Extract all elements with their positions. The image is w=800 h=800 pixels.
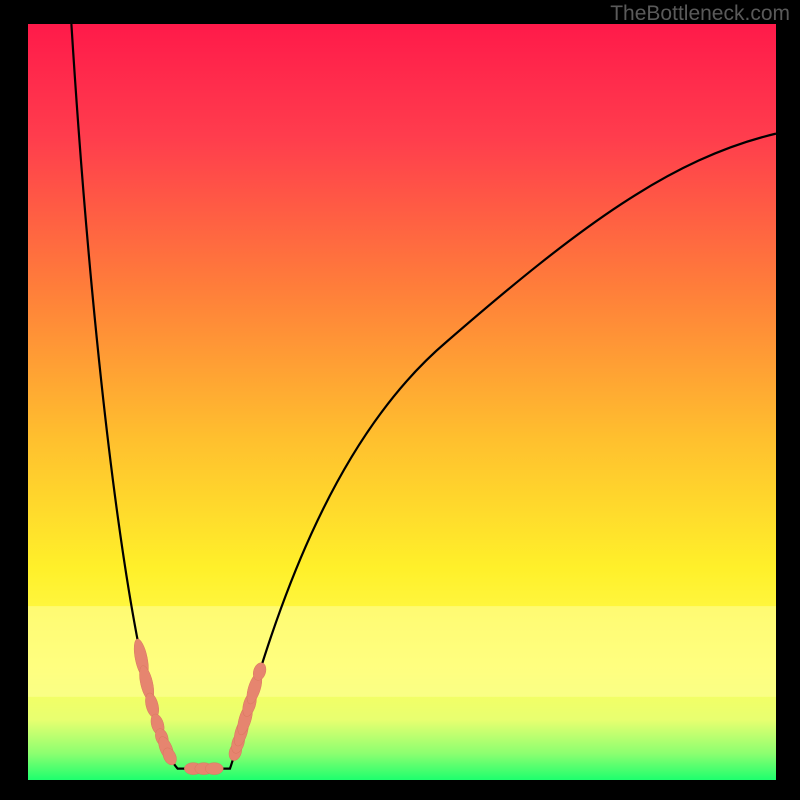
border-right (776, 0, 800, 800)
border-left (0, 0, 28, 800)
attribution-text: TheBottleneck.com (610, 2, 790, 26)
chart-container: TheBottleneck.com (0, 0, 800, 800)
data-marker (205, 763, 223, 775)
border-bottom (0, 780, 800, 800)
chart-canvas (0, 0, 800, 800)
